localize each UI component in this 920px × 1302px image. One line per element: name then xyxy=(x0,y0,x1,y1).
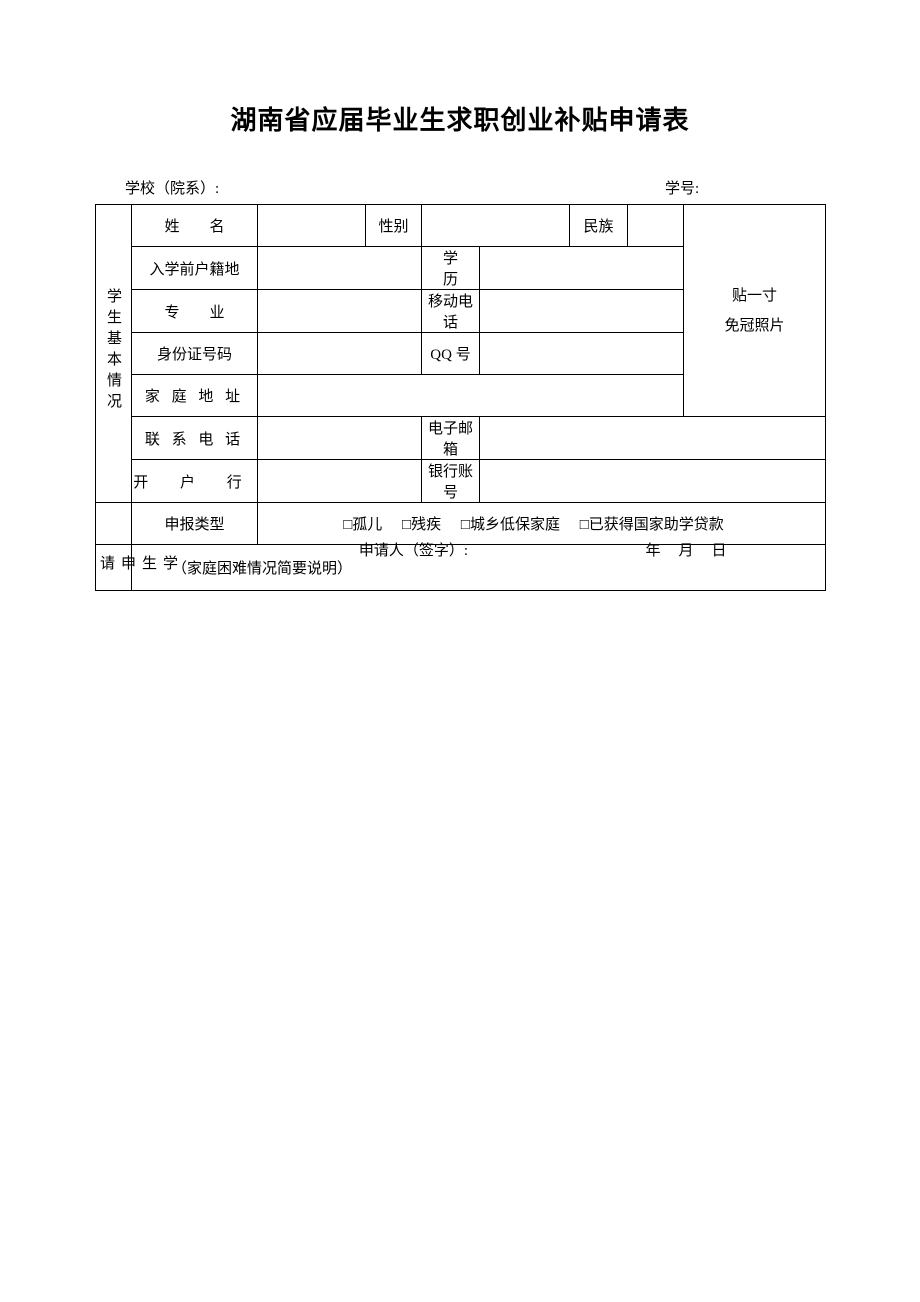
date-ymd: 年月日 xyxy=(595,539,795,560)
header-row: 学校（院系）: 学号: xyxy=(95,177,825,198)
label-home-address: 家 庭 地 址 xyxy=(132,375,258,417)
value-bank[interactable] xyxy=(258,460,422,503)
label-hukou: 入学前户籍地 xyxy=(132,247,258,290)
value-hukou[interactable] xyxy=(258,247,422,290)
label-qq: QQ 号 xyxy=(422,333,480,375)
photo-line1: 贴一寸 xyxy=(732,288,777,304)
page-title: 湖南省应届毕业生求职创业补贴申请表 xyxy=(95,100,825,137)
value-name[interactable] xyxy=(258,205,366,247)
checkbox-orphan[interactable]: □孤儿 xyxy=(343,513,382,534)
section-basic-info: 学生基本情况 xyxy=(96,205,132,503)
label-id-number: 身份证号码 xyxy=(132,333,258,375)
signature-line: 申请人（签字）: 年月日 xyxy=(232,539,795,560)
label-education: 学 历 xyxy=(422,247,480,290)
value-email[interactable] xyxy=(480,417,826,460)
value-education[interactable] xyxy=(480,247,684,290)
sign-label: 申请人（签字）: xyxy=(232,539,595,560)
value-qq[interactable] xyxy=(480,333,684,375)
label-mobile: 移动电话 xyxy=(422,290,480,333)
value-contact-phone[interactable] xyxy=(258,417,422,460)
value-gender[interactable] xyxy=(422,205,570,247)
label-name: 姓 名 xyxy=(132,205,258,247)
photo-line2: 免冠照片 xyxy=(724,318,784,334)
value-mobile[interactable] xyxy=(480,290,684,333)
value-account[interactable] xyxy=(480,460,826,503)
side-blank xyxy=(96,503,132,545)
photo-cell[interactable]: 贴一寸 免冠照片 xyxy=(684,205,826,417)
label-ethnicity: 民族 xyxy=(570,205,628,247)
application-form-table: 学生基本情况 姓 名 性别 民族 贴一寸 免冠照片 入学前户籍地 学 历 专 业… xyxy=(95,204,826,591)
label-email: 电子邮箱 xyxy=(422,417,480,460)
checkbox-loan[interactable]: □已获得国家助学贷款 xyxy=(580,513,724,534)
label-account: 银行账号 xyxy=(422,460,480,503)
value-major[interactable] xyxy=(258,290,422,333)
school-label: 学校（院系）: xyxy=(125,177,665,198)
label-gender: 性别 xyxy=(366,205,422,247)
value-home-address[interactable] xyxy=(258,375,684,417)
application-body[interactable]: （家庭困难情况简要说明） 申请人（签字）: 年月日 xyxy=(132,545,826,591)
section-application: 学生申请 xyxy=(96,545,132,591)
difficulty-description-label: （家庭困难情况简要说明） xyxy=(132,557,392,578)
value-ethnicity[interactable] xyxy=(628,205,684,247)
label-bank: 开 户 行 xyxy=(132,460,258,503)
label-contact-phone: 联 系 电 话 xyxy=(132,417,258,460)
student-no-label: 学号: xyxy=(665,177,825,198)
checkbox-disability[interactable]: □残疾 xyxy=(402,513,441,534)
checkbox-lowincome[interactable]: □城乡低保家庭 xyxy=(461,513,560,534)
label-major: 专 业 xyxy=(132,290,258,333)
value-id-number[interactable] xyxy=(258,333,422,375)
